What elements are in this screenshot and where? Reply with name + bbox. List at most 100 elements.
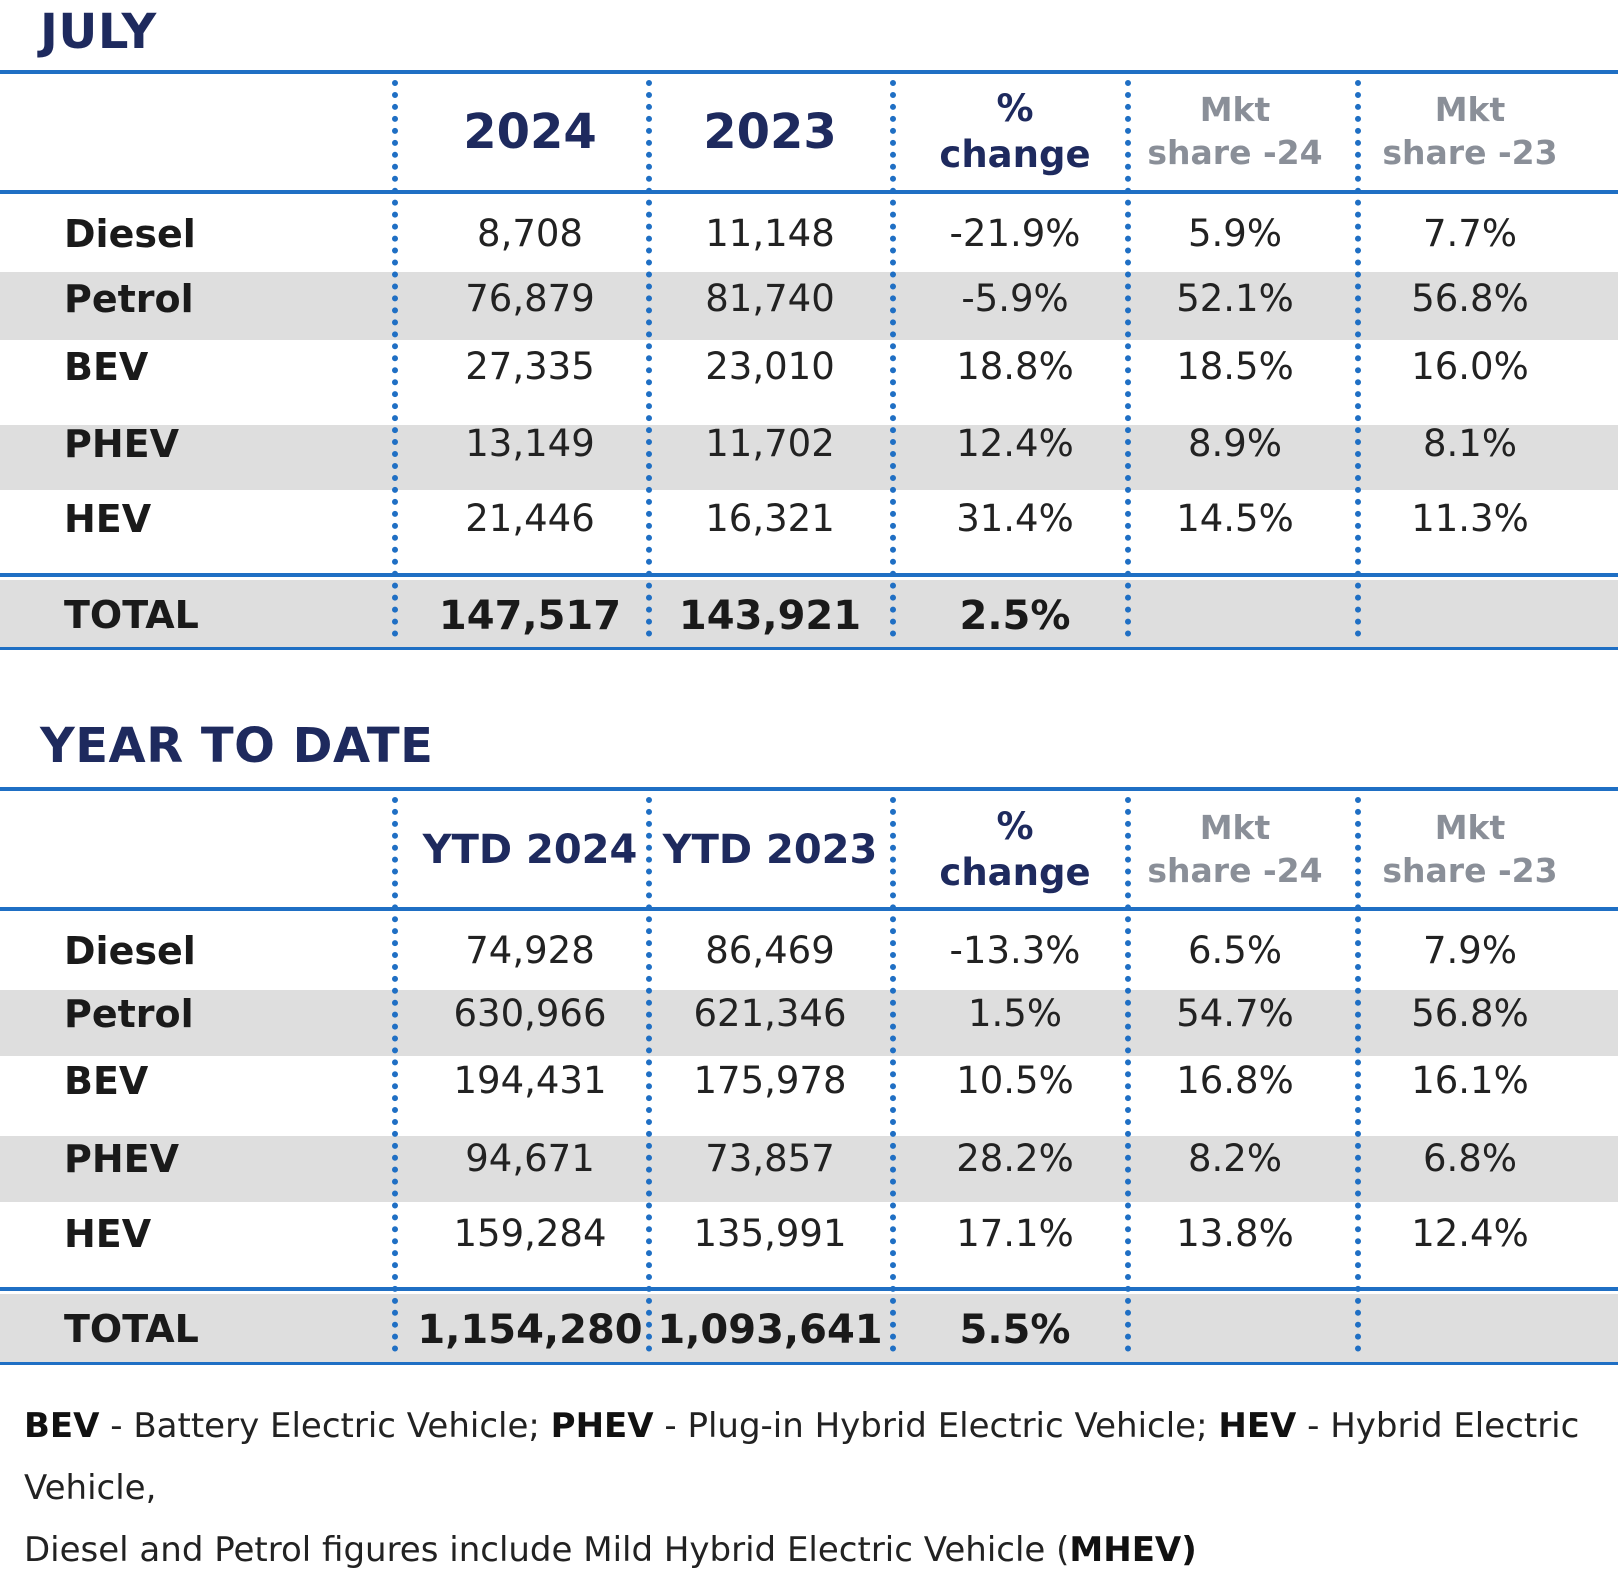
column-header-line: YTD 2023 <box>662 827 878 873</box>
table-cell: 630,966 <box>453 992 607 1035</box>
table-cell: 5.9% <box>1188 212 1282 255</box>
table-cell: 194,431 <box>453 1059 607 1102</box>
table-cell: 81,740 <box>705 277 835 320</box>
column-divider <box>646 80 652 637</box>
row-label: HEV <box>64 1212 152 1256</box>
total-row-band <box>0 580 1618 647</box>
table-cell: 54.7% <box>1176 992 1294 1035</box>
table-cell: 21,446 <box>465 497 595 540</box>
table-cell: 12.4% <box>1411 1212 1529 1255</box>
column-header-line: share -23 <box>1382 851 1558 890</box>
table-cell: 18.5% <box>1176 345 1294 388</box>
column-divider <box>1125 797 1131 1352</box>
row-label: BEV <box>64 345 149 389</box>
table-cell: 16.1% <box>1411 1059 1529 1102</box>
column-header-line: % <box>996 804 1034 848</box>
column-header-line: share -23 <box>1382 133 1558 172</box>
table-cell: 74,928 <box>465 929 595 972</box>
column-header-line: Mkt <box>1199 90 1271 130</box>
rule-line <box>0 647 1618 650</box>
footnote-text: - Hybrid Electric Vehicle, <box>24 1406 1580 1508</box>
footnote-text: Diesel and Petrol figures include Mild H… <box>24 1530 1070 1570</box>
column-header: YTD 2023 <box>650 830 890 870</box>
rule-line <box>0 787 1618 791</box>
footnote-term: PHEV <box>550 1406 654 1446</box>
table-cell: 14.5% <box>1176 497 1294 540</box>
table-cell: 12.4% <box>956 422 1074 465</box>
table-cell: 94,671 <box>465 1137 595 1180</box>
column-header: Mkt share -23 <box>1350 807 1590 893</box>
footnote: BEV - Battery Electric Vehicle; PHEV - P… <box>24 1395 1604 1581</box>
table-cell: 135,991 <box>693 1212 847 1255</box>
table-cell: 159,284 <box>453 1212 607 1255</box>
column-header: 2023 <box>650 108 890 156</box>
table-cell: 56.8% <box>1411 277 1529 320</box>
table-cell: 16.8% <box>1176 1059 1294 1102</box>
column-header: % change <box>895 86 1135 179</box>
column-divider <box>890 797 896 1352</box>
footnote-line-1: BEV - Battery Electric Vehicle; PHEV - P… <box>24 1395 1604 1519</box>
table-cell: 17.1% <box>956 1212 1074 1255</box>
table-cell: 7.9% <box>1423 929 1517 972</box>
table-cell: 31.4% <box>956 497 1074 540</box>
table-cell: 28.2% <box>956 1137 1074 1180</box>
footnote-term: MHEV) <box>1069 1530 1197 1570</box>
table-cell: 16.0% <box>1411 345 1529 388</box>
column-header: Mkt share -23 <box>1350 89 1590 175</box>
table-cell: 13.8% <box>1176 1212 1294 1255</box>
column-header-line: share -24 <box>1147 851 1323 890</box>
total-cell: 1,154,280 <box>417 1307 643 1353</box>
column-header-line: 2024 <box>463 104 597 160</box>
column-header-line: change <box>939 133 1091 176</box>
column-header: Mkt share -24 <box>1115 807 1355 893</box>
table-cell: 86,469 <box>705 929 835 972</box>
rule-line <box>0 1287 1618 1291</box>
row-band <box>0 272 1618 340</box>
table-cell: 7.7% <box>1423 212 1517 255</box>
rule-line <box>0 190 1618 194</box>
rule-line <box>0 1362 1618 1365</box>
footnote-text: - Battery Electric Vehicle; <box>99 1406 551 1446</box>
table-cell: 18.8% <box>956 345 1074 388</box>
rule-line <box>0 70 1618 74</box>
column-divider <box>646 797 652 1352</box>
total-cell: 5.5% <box>959 1307 1071 1353</box>
total-cell: 2.5% <box>959 593 1071 639</box>
table-cell: 10.5% <box>956 1059 1074 1102</box>
row-label: PHEV <box>64 422 180 466</box>
row-band <box>0 990 1618 1056</box>
footnote-term: BEV <box>24 1406 100 1446</box>
july-title: JULY <box>40 4 157 60</box>
table-cell: 6.5% <box>1188 929 1282 972</box>
column-header-line: change <box>939 851 1091 894</box>
column-divider <box>392 797 398 1352</box>
table-cell: 11.3% <box>1411 497 1529 540</box>
table-cell: 13,149 <box>465 422 595 465</box>
column-header-line: % <box>996 86 1034 130</box>
table-cell: 56.8% <box>1411 992 1529 1035</box>
column-divider <box>890 80 896 637</box>
column-header: % change <box>895 804 1135 897</box>
column-header-line: YTD 2024 <box>422 827 638 873</box>
table-cell: 76,879 <box>465 277 595 320</box>
table-cell: 73,857 <box>705 1137 835 1180</box>
row-label: Petrol <box>64 277 194 321</box>
row-label: Petrol <box>64 992 194 1036</box>
column-divider <box>1125 80 1131 637</box>
table-cell: 8.1% <box>1423 422 1517 465</box>
column-header-line: share -24 <box>1147 133 1323 172</box>
table-cell: 621,346 <box>693 992 847 1035</box>
table-cell: 23,010 <box>705 345 835 388</box>
footnote-text: - Plug-in Hybrid Electric Vehicle; <box>653 1406 1219 1446</box>
table-cell: 6.8% <box>1423 1137 1517 1180</box>
column-header: YTD 2024 <box>410 830 650 870</box>
table-cell: -13.3% <box>949 929 1081 972</box>
total-cell: 1,093,641 <box>657 1307 883 1353</box>
table-cell: 52.1% <box>1176 277 1294 320</box>
column-divider <box>1355 797 1361 1352</box>
row-label: Diesel <box>64 212 196 256</box>
ytd-title: YEAR TO DATE <box>40 718 434 774</box>
column-header-line: Mkt <box>1434 90 1506 130</box>
table-cell: 11,148 <box>705 212 835 255</box>
column-header: 2024 <box>410 108 650 156</box>
